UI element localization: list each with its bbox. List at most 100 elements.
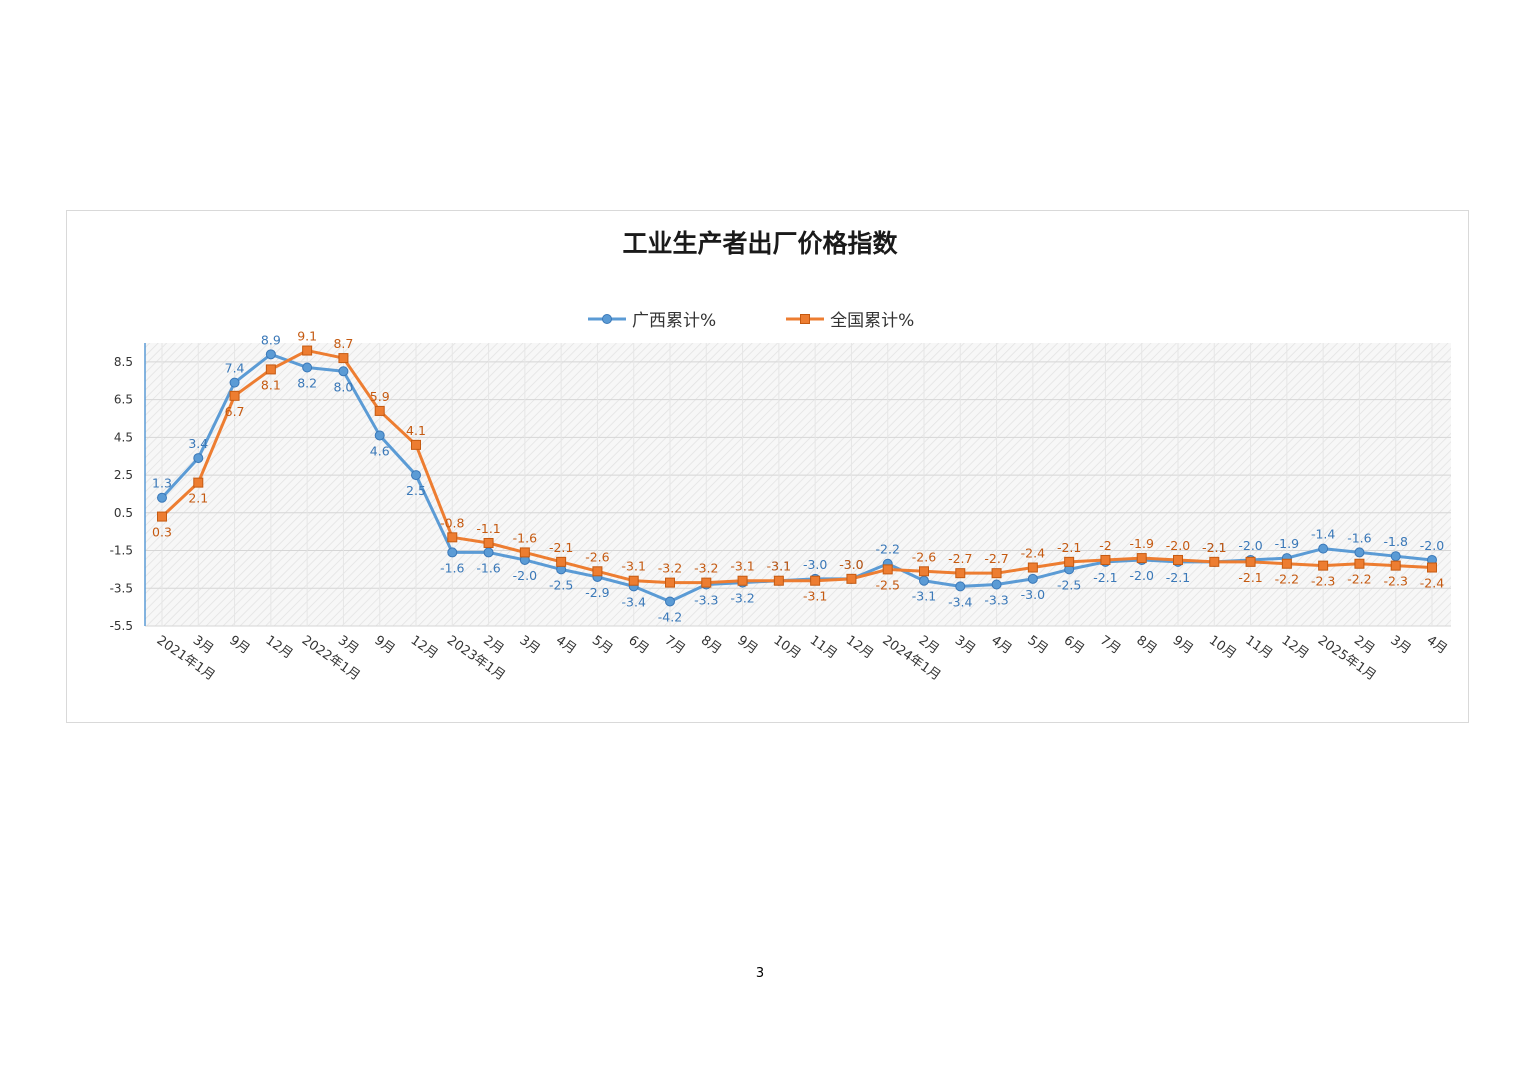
data-point-national	[229, 390, 240, 401]
x-tick-label: 4月	[988, 633, 1014, 657]
y-tick-label: 0.5	[114, 506, 133, 520]
data-point-national	[846, 573, 857, 584]
data-point-guangxi	[1354, 547, 1365, 558]
series-layer	[157, 345, 1437, 607]
x-tick-label: 12月	[1279, 633, 1312, 662]
data-point-national	[1100, 554, 1111, 565]
data-label-national: -2.1	[549, 540, 573, 555]
x-tick-label: 11月	[807, 633, 840, 662]
data-label-guangxi: -3.0	[803, 557, 827, 572]
data-label-guangxi: -3.3	[694, 592, 718, 607]
data-point-national	[773, 575, 784, 586]
data-label-national: -3.1	[622, 559, 646, 574]
data-label-guangxi: -3.4	[948, 594, 972, 609]
x-tick-label: 2月	[1351, 633, 1377, 657]
data-label-national: -1.6	[513, 530, 537, 545]
data-label-national: -2.5	[876, 577, 900, 592]
data-point-guangxi	[991, 579, 1002, 590]
data-label-guangxi: -2.5	[1057, 577, 1081, 592]
data-label-guangxi: -1.4	[1311, 527, 1335, 542]
x-tick-label: 8月	[1133, 633, 1159, 657]
data-point-guangxi	[302, 362, 313, 373]
data-point-national	[157, 511, 167, 522]
data-label-guangxi: 2.5	[406, 483, 426, 498]
x-tick-label: 3月	[517, 633, 543, 657]
legend-marker-square-icon	[786, 313, 825, 324]
data-label-national: -3.1	[730, 559, 754, 574]
data-label-national: 2.1	[188, 491, 208, 506]
x-tick-label: 5月	[1025, 633, 1051, 657]
data-point-national	[737, 575, 748, 586]
data-point-national	[1136, 553, 1147, 564]
data-label-national: -2.4	[1420, 576, 1444, 591]
x-tick-label: 10月	[771, 633, 804, 662]
data-label-national: -0.8	[440, 515, 464, 530]
data-point-national	[1390, 560, 1401, 571]
data-label-national: -2.7	[984, 551, 1008, 566]
data-label-guangxi: 3.4	[188, 436, 208, 451]
data-point-guangxi	[374, 430, 385, 441]
data-point-national	[1427, 562, 1437, 573]
data-label-national: 0.3	[152, 525, 172, 540]
legend-item-guangxi[interactable]: 广西累计%	[588, 306, 716, 331]
data-point-national	[447, 532, 458, 543]
data-point-national	[374, 405, 385, 416]
data-label-national: 8.1	[261, 377, 281, 392]
data-point-national	[592, 566, 603, 577]
data-label-national: 8.7	[333, 336, 353, 351]
data-point-national	[519, 547, 530, 558]
data-point-national	[1027, 562, 1038, 573]
x-tick-label: 6月	[1061, 633, 1087, 657]
data-label-guangxi: -2.1	[1202, 540, 1226, 555]
data-point-guangxi	[1027, 573, 1038, 584]
data-point-national	[1064, 556, 1075, 567]
data-label-guangxi: -3.0	[839, 557, 863, 572]
x-tick-label: 12月	[408, 633, 441, 662]
data-label-national: -2.2	[1275, 572, 1299, 587]
data-label-guangxi: -1.6	[440, 560, 464, 575]
data-point-guangxi	[955, 581, 966, 592]
x-tick-label: 2月	[480, 633, 506, 657]
legend-item-national[interactable]: 全国累计%	[786, 306, 914, 331]
data-point-national	[411, 439, 421, 450]
data-point-national	[665, 577, 675, 588]
data-label-guangxi: 7.4	[225, 361, 245, 376]
x-tick-label: 4月	[553, 633, 579, 657]
data-point-guangxi	[1390, 551, 1401, 562]
chart-title: 工业生产者出厂价格指数	[622, 229, 898, 258]
x-tick-label: 7月	[662, 633, 688, 657]
x-tick-label: 3月	[190, 633, 216, 657]
data-point-guangxi	[411, 470, 421, 481]
data-label-national: -2.3	[1384, 574, 1408, 589]
y-tick-label: 8.5	[114, 355, 133, 369]
data-label-national: -2.6	[912, 549, 936, 564]
x-tick-label: 11月	[1242, 633, 1275, 662]
y-tick-label: -5.5	[110, 619, 133, 633]
data-point-national	[338, 353, 349, 364]
data-label-guangxi: -2.2	[876, 542, 900, 557]
data-label-national: 9.1	[297, 329, 317, 344]
data-point-guangxi	[483, 547, 494, 558]
data-point-national	[882, 564, 893, 575]
data-label-national: -2.6	[585, 549, 609, 564]
x-tick-label: 12月	[843, 633, 876, 662]
data-label-guangxi: -4.2	[658, 609, 682, 624]
legend-label-guangxi: 广西累计%	[632, 311, 717, 331]
data-label-guangxi: 4.6	[370, 443, 390, 458]
data-label-guangxi: -3.2	[730, 591, 754, 606]
x-tick-label: 10月	[1206, 633, 1239, 662]
data-label-guangxi: -3.1	[767, 559, 791, 574]
data-point-national	[701, 577, 712, 588]
x-tick-label: 5月	[589, 633, 615, 657]
data-point-national	[1318, 560, 1329, 571]
data-label-guangxi: -3.3	[984, 592, 1008, 607]
data-label-national: -3.2	[694, 561, 718, 576]
data-point-guangxi	[919, 575, 929, 586]
data-label-guangxi: -3.4	[622, 594, 646, 609]
data-label-national: -3.2	[658, 561, 682, 576]
data-point-national	[991, 568, 1002, 579]
data-label-guangxi: 8.2	[297, 376, 317, 391]
data-label-guangxi: -2.1	[1093, 570, 1117, 585]
data-point-guangxi	[229, 377, 240, 388]
